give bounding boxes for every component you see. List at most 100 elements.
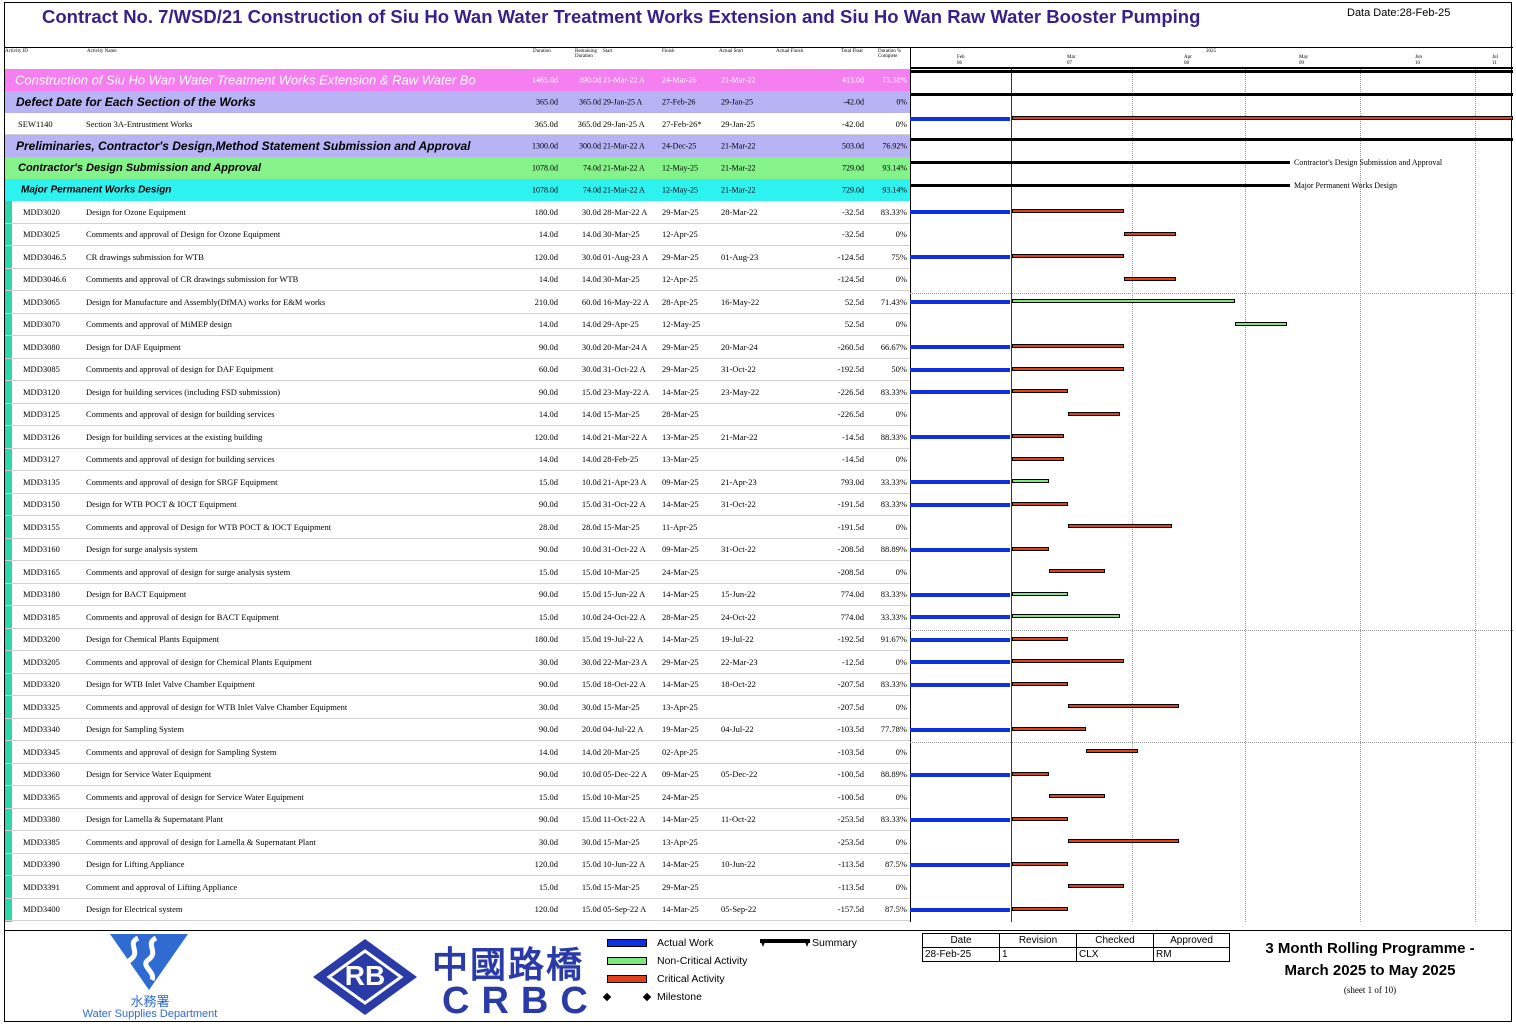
activity-pct: 0% — [895, 274, 907, 285]
activity-row[interactable]: MDD3165 Comments and approval of design f… — [5, 561, 910, 584]
critical-bar — [1012, 116, 1513, 120]
activity-row[interactable]: MDD3160 Design for surge analysis system 9… — [5, 539, 910, 561]
wbs-finish: 27-Feb-26 — [662, 97, 696, 107]
activity-row[interactable]: MDD3125 Comments and approval of design f… — [5, 404, 910, 426]
activity-pct: 83.33% — [880, 589, 907, 600]
activity-row[interactable]: MDD3390 Design for Lifting Appliance 120.0… — [5, 854, 910, 876]
activity-pct: 33.33% — [880, 476, 907, 487]
activity-row[interactable]: MDD3180 Design for BACT Equipment 90.0d 15.… — [5, 584, 910, 606]
activity-pct: 91.67% — [880, 634, 907, 645]
activity-duration: 15.0d — [538, 611, 558, 622]
activity-row[interactable]: MDD3185 Comments and approval of design f… — [5, 606, 910, 629]
activity-row[interactable]: MDD3046.6 Comments and approval of CR dra… — [5, 269, 910, 291]
activity-name: Comments and approval of design for BACT… — [86, 611, 279, 622]
activity-row[interactable]: MDD3205 Comments and approval of design f… — [5, 651, 910, 674]
activity-float: -42.0d — [842, 118, 864, 129]
activity-row[interactable]: MDD3340 Design for Sampling System 90.0d 20… — [5, 719, 910, 741]
activity-finish: 14-Mar-25 — [662, 499, 699, 510]
wbs-row[interactable]: Contractor's Design Submission and Appro… — [5, 157, 910, 179]
activity-row[interactable]: MDD3025 Comments and approval of Design f… — [5, 224, 910, 246]
activity-pct: 0% — [895, 454, 907, 465]
activity-row[interactable]: MDD3380 Design for Lamella & Supernatant … — [5, 809, 910, 831]
wbs-start: 21-Mar-22 A — [603, 163, 645, 173]
activity-name: Design for Service Water Equipment — [86, 769, 212, 780]
activity-actual-start: 22-Mar-23 — [721, 656, 758, 667]
wbs-row[interactable]: Preliminaries, Contractor's Design,Metho… — [5, 135, 910, 157]
wbs-start: 29-Jan-25 A — [603, 97, 643, 107]
activity-duration: 14.0d — [538, 274, 558, 285]
activity-id: MDD3135 — [23, 476, 60, 487]
activity-row[interactable]: MDD3135 Comments and approval of design f… — [5, 471, 910, 494]
activity-finish: 13-Mar-25 — [662, 431, 699, 442]
activity-row[interactable]: MDD3200 Design for Chemical Plants Equipm… — [5, 629, 910, 651]
activity-row[interactable]: MDD3020 Design for Ozone Equipment 180.0d 3… — [5, 201, 910, 224]
noncritical-bar — [1012, 479, 1050, 484]
wbs-row[interactable]: Major Permanent Works Design 1078.0d 74.… — [5, 179, 910, 201]
summary-bar — [910, 93, 1513, 96]
activity-name: Design for BACT Equipment — [86, 589, 187, 600]
critical-bar — [1012, 636, 1068, 641]
activity-row[interactable]: MDD3065 Design for Manufacture and Assemb… — [5, 291, 910, 314]
activity-id: MDD3340 — [23, 724, 60, 735]
activity-row[interactable]: MDD3391 Comment and approval of Lifting A… — [5, 876, 910, 899]
activity-row[interactable]: MDD3080 Design for DAF Equipment 90.0d 30.0… — [5, 336, 910, 359]
legend-noncritical: Non-Critical Activity — [657, 955, 748, 967]
activity-float: -207.5d — [837, 679, 864, 690]
activity-duration: 90.0d — [538, 724, 558, 735]
activity-row[interactable]: MDD3345 Comments and approval of design f… — [5, 741, 910, 764]
activity-row[interactable]: MDD3150 Design for WTB POCT & IOCT Equipm… — [5, 494, 910, 516]
activity-row[interactable]: MDD3070 Comments and approval of MiMEP de… — [5, 314, 910, 336]
activity-remaining: 30.0d — [581, 701, 601, 712]
activity-finish: 11-Apr-25 — [662, 521, 698, 532]
activity-row[interactable]: MDD3155 Comments and approval of Design f… — [5, 516, 910, 539]
activity-row[interactable]: MDD3325 Comments and approval of design f… — [5, 696, 910, 719]
timescale: 2025 Feb Mar Apr May Jun Jul 06 07 08 09… — [910, 47, 1513, 69]
wbs-float: 729.0d — [842, 185, 864, 195]
activity-pct: 83.33% — [880, 499, 907, 510]
activity-row[interactable]: MDD3120 Design for building services (inc… — [5, 381, 910, 404]
activity-row[interactable]: MDD3046.5 CR drawings submission for WTB 1… — [5, 246, 910, 269]
wbs-pct: 76.92% — [882, 141, 907, 151]
critical-bar — [1012, 861, 1068, 866]
actual-bar — [910, 660, 1010, 665]
activity-actual-start: 21-Mar-22 — [721, 431, 758, 442]
critical-bar — [1012, 906, 1068, 911]
critical-bar — [1012, 501, 1068, 506]
activity-remaining: 14.0d — [581, 229, 601, 240]
activity-row[interactable]: MDD3127 Comments and approval of design f… — [5, 449, 910, 471]
activity-id: MDD3155 — [23, 521, 60, 532]
activity-id: MDD3065 — [23, 296, 60, 307]
activity-row[interactable]: MDD3385 Comments and approval of design f… — [5, 831, 910, 854]
critical-bar — [1012, 434, 1065, 439]
actual-bar — [910, 547, 1010, 552]
activity-actual-start: 15-Jun-22 — [721, 589, 756, 600]
activity-finish: 29-Mar-25 — [662, 881, 699, 892]
activity-pct: 88.33% — [880, 431, 907, 442]
activity-finish: 28-Mar-25 — [662, 409, 699, 420]
activity-row[interactable]: MDD3126 Design for building services at t… — [5, 426, 910, 449]
wbs-row[interactable]: Construction of Siu Ho Wan Water Treatme… — [5, 69, 910, 91]
wbs-actual-start: 21-Mar-22 — [721, 141, 756, 151]
activity-name: Comments and approval of design for Serv… — [86, 791, 304, 802]
critical-bar — [1067, 704, 1180, 709]
activity-row[interactable]: MDD3320 Design for WTB Inlet Valve Chambe… — [5, 674, 910, 696]
actual-bar — [910, 390, 1010, 395]
activity-duration: 90.0d — [538, 544, 558, 555]
activity-float: -14.5d — [842, 431, 864, 442]
activity-row[interactable]: MDD3400 Design for Electrical system 120.0… — [5, 899, 910, 921]
activity-row[interactable]: SEW1140 Section 3A-Entrustment Works 365… — [5, 113, 910, 135]
wsd-logo-icon — [110, 934, 188, 990]
activity-row[interactable]: MDD3365 Comments and approval of design f… — [5, 786, 910, 809]
activity-finish: 14-Mar-25 — [662, 814, 699, 825]
activity-duration: 30.0d — [538, 656, 558, 667]
activity-row[interactable]: MDD3085 Comments and approval of design f… — [5, 359, 910, 381]
critical-bar — [1049, 794, 1105, 799]
actual-bar — [910, 615, 1010, 620]
wbs-row[interactable]: Defect Date for Each Section of the Work… — [5, 91, 910, 113]
activity-row[interactable]: MDD3360 Design for Service Water Equipmen… — [5, 764, 910, 786]
actual-bar — [910, 435, 1010, 440]
month-label: Jun — [1415, 55, 1422, 60]
activity-remaining: 14.0d — [581, 409, 601, 420]
gantt-area — [910, 47, 1513, 922]
actual-bar — [910, 345, 1010, 350]
